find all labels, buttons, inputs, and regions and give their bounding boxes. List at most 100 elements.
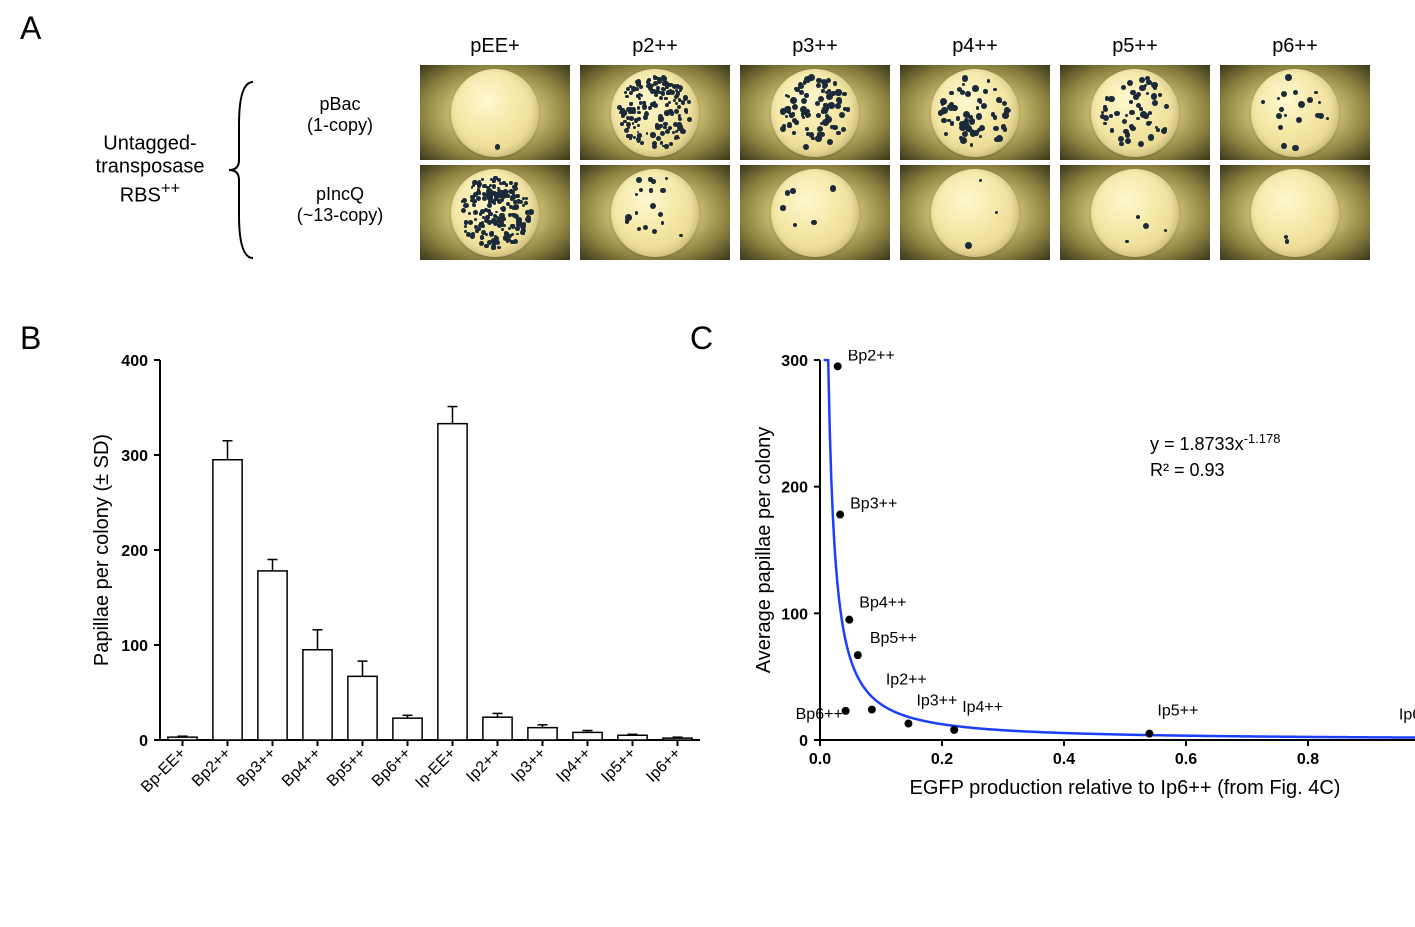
data-point [842,707,850,715]
colony-plate [1091,69,1179,157]
svg-text:Ip4++: Ip4++ [553,745,594,786]
point-label: Ip6++ [1399,706,1415,723]
data-point [836,511,844,519]
colony-dots [1091,69,1179,157]
colony-image [740,165,890,260]
svg-text:Ip2++: Ip2++ [463,745,504,786]
colony-plate [771,169,859,257]
point-label: Bp5++ [870,630,917,647]
bracket-icon [225,80,255,260]
colony-image [900,165,1050,260]
svg-text:Ip-EE+: Ip-EE+ [412,745,459,792]
colony-dots [451,69,539,157]
bar-chart: 0100200300400Bp-EE+Bp2++Bp3++Bp4++Bp5++B… [90,350,710,880]
svg-text:EGFP production relative to Ip: EGFP production relative to Ip6++ (from … [910,777,1341,799]
bracket-text: Untagged- transposase RBS++ [80,133,220,208]
point-label: Ip5++ [1157,703,1198,720]
svg-text:200: 200 [781,480,808,497]
colony-plate [1251,169,1339,257]
colony-plate [931,169,1019,257]
bar [258,571,287,740]
colony-image [420,165,570,260]
svg-text:Bp3++: Bp3++ [234,745,279,790]
data-point [868,706,876,714]
row-label-1: pIncQ (~13-copy) [275,160,405,250]
svg-text:300: 300 [781,353,808,370]
col-header: p5++ [1060,35,1210,58]
bar [618,735,647,740]
row0-sub: (1-copy) [307,115,373,136]
svg-text:Bp5++: Bp5++ [324,745,369,790]
svg-text:Ip3++: Ip3++ [508,745,549,786]
scatter-chart: 01002003000.00.20.40.60.81.0Bp2++Bp3++Bp… [750,350,1415,820]
point-label: Bp3++ [850,496,897,513]
bracket-sup: ++ [161,179,180,198]
data-point [854,651,862,659]
svg-text:0.2: 0.2 [931,751,953,768]
colony-plate [1251,69,1339,157]
bar [483,717,512,740]
colony-dots [1091,169,1179,257]
bar [348,676,377,740]
svg-text:0: 0 [139,733,148,750]
bar [213,460,242,740]
col-header: pEE+ [420,35,570,58]
point-label: Ip3++ [916,693,957,710]
colony-plate [611,69,699,157]
svg-text:0.8: 0.8 [1297,751,1319,768]
col-header: p3++ [740,35,890,58]
colony-dots [451,169,539,257]
svg-text:Bp2++: Bp2++ [189,745,234,790]
colony-row [420,65,1370,160]
colony-plate [931,69,1019,157]
svg-text:Bp6++: Bp6++ [369,745,414,790]
data-point [834,362,842,370]
svg-text:200: 200 [121,543,148,560]
data-point [904,720,912,728]
colony-image [1060,165,1210,260]
colony-grid [420,65,1370,260]
bar [438,424,467,740]
svg-text:0: 0 [799,733,808,750]
point-label: Bp4++ [859,595,906,612]
svg-text:0.0: 0.0 [809,751,831,768]
panel-c-label: C [690,320,713,357]
colony-plate [451,69,539,157]
col-header: p6++ [1220,35,1370,58]
bracket-line2: transposase [96,156,205,178]
panel-b-label: B [20,320,41,357]
colony-dots [1251,69,1339,157]
colony-image [420,65,570,160]
colony-dots [611,169,699,257]
bar [528,728,557,740]
colony-dots [771,169,859,257]
point-label: Ip4++ [962,699,1003,716]
svg-text:Bp4++: Bp4++ [279,745,324,790]
colony-image [1220,165,1370,260]
row-label-0: pBac (1-copy) [275,70,405,160]
bar [393,718,422,740]
data-point [845,616,853,624]
bar [303,650,332,740]
bracket-group: Untagged- transposase RBS++ [80,80,260,260]
svg-text:Papillae per colony (± SD): Papillae per colony (± SD) [91,434,113,666]
svg-text:0.4: 0.4 [1053,751,1075,768]
svg-text:Ip5++: Ip5++ [598,745,639,786]
svg-text:100: 100 [121,638,148,655]
colony-plate [771,69,859,157]
svg-text:100: 100 [781,606,808,623]
svg-text:400: 400 [121,353,148,370]
svg-text:Average papillae per colony: Average papillae per colony [753,427,775,673]
bracket-line3: RBS [120,184,161,206]
equation: y = 1.8733x-1.178 [1150,431,1280,455]
bar [168,737,197,740]
panel-a: A Untagged- transposase RBS++ pBac (1-co… [20,10,1390,290]
panel-a-label: A [20,10,41,47]
row0-main: pBac [319,94,360,115]
colony-dots [611,69,699,157]
point-label: Ip2++ [886,672,927,689]
colony-image [1220,65,1370,160]
panel-c: C 01002003000.00.20.40.60.81.0Bp2++Bp3++… [690,320,1400,910]
colony-plate [1091,169,1179,257]
colony-dots [931,169,1019,257]
